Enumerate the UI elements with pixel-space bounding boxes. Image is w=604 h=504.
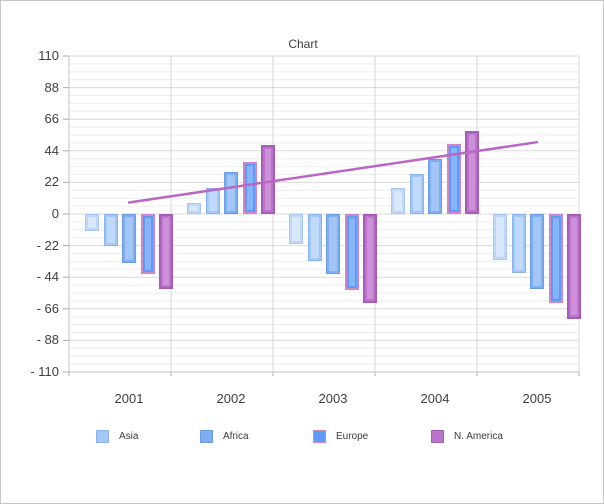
bar-europe-2004[interactable] bbox=[446, 143, 461, 214]
legend-swatch-europe bbox=[313, 430, 326, 443]
bar-highlight bbox=[88, 217, 96, 229]
x-axis-label-2003: 2003 bbox=[318, 391, 348, 406]
bar-highlight bbox=[496, 217, 504, 257]
bar-highlight bbox=[246, 166, 253, 210]
bar-africa-2003[interactable] bbox=[326, 214, 340, 275]
bar-n-america-2003[interactable] bbox=[363, 214, 377, 304]
bar-highlight bbox=[265, 149, 271, 210]
bar-highlight bbox=[208, 191, 217, 211]
bar-highlight bbox=[450, 147, 457, 210]
y-axis-label--88: - 88 bbox=[36, 332, 59, 348]
bar-asia-2003[interactable] bbox=[307, 214, 322, 262]
legend-label: Europe bbox=[336, 431, 369, 442]
y-axis-label--44: - 44 bbox=[36, 269, 59, 285]
bar-asia-2002[interactable] bbox=[205, 188, 220, 214]
bar-highlight bbox=[514, 217, 523, 270]
legend-swatch-n-america bbox=[431, 430, 444, 443]
y-axis-label-88: 88 bbox=[44, 79, 59, 95]
bar-highlight bbox=[367, 218, 373, 300]
bar-highlight bbox=[533, 217, 541, 286]
bar-highlight bbox=[190, 205, 198, 211]
bar-series-1-2002[interactable] bbox=[187, 202, 201, 214]
legend-swatch-asia bbox=[96, 430, 109, 443]
trendline[interactable] bbox=[127, 140, 539, 204]
bar-series-1-2004[interactable] bbox=[391, 188, 405, 214]
bar-highlight bbox=[227, 175, 235, 211]
y-axis-label-66: 66 bbox=[44, 111, 59, 127]
y-axis-label--66: - 66 bbox=[36, 300, 59, 316]
bar-n-america-2005[interactable] bbox=[567, 214, 581, 319]
bar-europe-2005[interactable] bbox=[548, 214, 563, 304]
x-axis-label-2004: 2004 bbox=[420, 391, 450, 406]
legend-label: N. America bbox=[454, 431, 503, 442]
bar-series-1-2005[interactable] bbox=[493, 214, 507, 260]
x-axis-label-2005: 2005 bbox=[522, 391, 552, 406]
bar-highlight bbox=[552, 218, 559, 300]
bar-africa-2005[interactable] bbox=[530, 214, 544, 289]
bar-highlight bbox=[412, 176, 421, 211]
bar-africa-2001[interactable] bbox=[122, 214, 136, 263]
bar-europe-2001[interactable] bbox=[140, 214, 155, 275]
bar-highlight bbox=[163, 218, 169, 285]
bar-highlight bbox=[431, 162, 439, 211]
bar-highlight bbox=[106, 217, 115, 243]
bar-europe-2002[interactable] bbox=[242, 162, 257, 214]
legend-label: Asia bbox=[119, 431, 139, 442]
bar-series-1-2003[interactable] bbox=[289, 214, 303, 245]
bar-asia-2001[interactable] bbox=[103, 214, 118, 246]
bar-asia-2005[interactable] bbox=[511, 214, 526, 273]
bar-highlight bbox=[469, 134, 475, 210]
bar-n-america-2002[interactable] bbox=[261, 145, 275, 214]
bar-highlight bbox=[348, 218, 355, 287]
bar-highlight bbox=[329, 217, 337, 272]
bar-highlight bbox=[125, 217, 133, 260]
chart-title[interactable]: Chart bbox=[288, 37, 318, 51]
bar-asia-2004[interactable] bbox=[409, 173, 424, 214]
bar-highlight bbox=[310, 217, 319, 259]
bar-series-1-2001[interactable] bbox=[85, 214, 99, 232]
bar-africa-2002[interactable] bbox=[224, 172, 238, 214]
bar-highlight bbox=[571, 218, 577, 315]
bar-n-america-2001[interactable] bbox=[159, 214, 173, 289]
x-axis-label-2002: 2002 bbox=[216, 391, 246, 406]
legend-swatch-africa bbox=[200, 430, 213, 443]
y-axis-label-44: 44 bbox=[44, 142, 59, 158]
y-axis-label-0: 0 bbox=[51, 206, 59, 221]
bar-europe-2003[interactable] bbox=[344, 214, 359, 291]
bar-highlight bbox=[394, 191, 402, 211]
legend-label: Africa bbox=[223, 431, 249, 442]
y-axis-label-110: 110 bbox=[38, 48, 59, 63]
y-axis-label--22: - 22 bbox=[36, 237, 59, 253]
y-axis-label--110: - 110 bbox=[30, 364, 59, 379]
bar-highlight bbox=[292, 217, 300, 242]
x-axis-label-2001: 2001 bbox=[114, 391, 144, 406]
bar-africa-2004[interactable] bbox=[428, 159, 442, 214]
y-axis-label-22: 22 bbox=[44, 174, 59, 190]
bar-highlight bbox=[144, 218, 151, 271]
